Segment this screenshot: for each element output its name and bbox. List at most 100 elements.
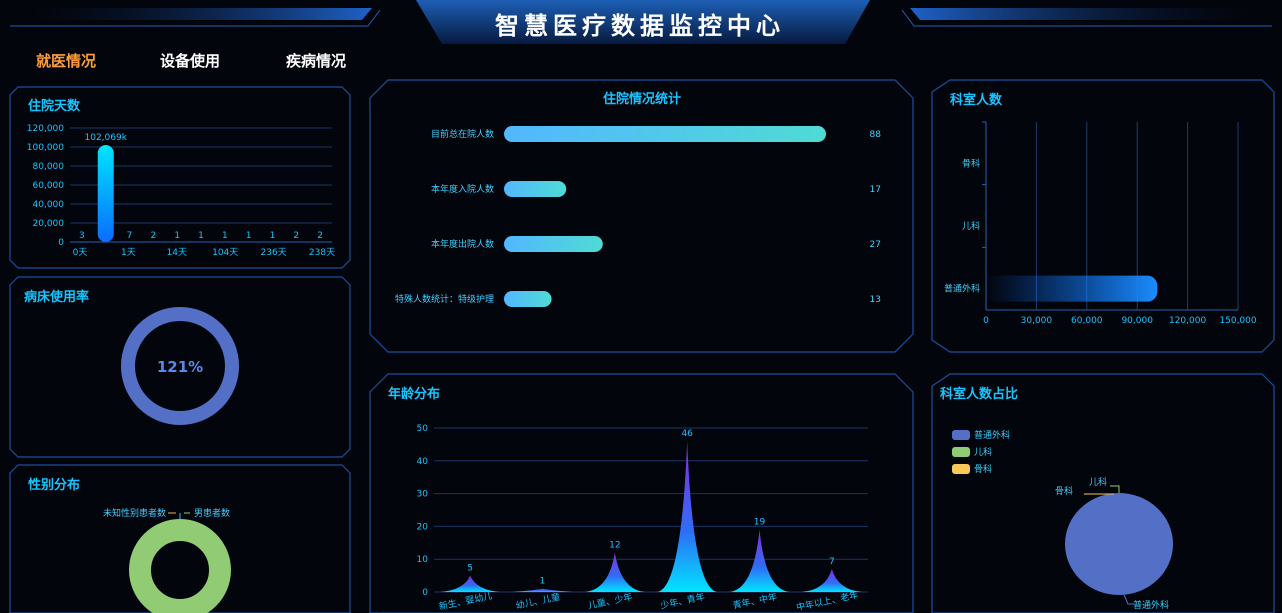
gender-ring bbox=[129, 519, 231, 613]
slice-label: 骨科 bbox=[1055, 485, 1073, 497]
x-tick-label: 30,000 bbox=[1021, 316, 1053, 326]
data-label: 7 bbox=[829, 557, 835, 567]
data-label: 1 bbox=[246, 231, 252, 241]
data-label: 46 bbox=[681, 429, 693, 439]
legend-swatch bbox=[952, 430, 970, 440]
panel-title-hospital-days: 住院天数 bbox=[28, 99, 81, 114]
slice-label: 儿科 bbox=[1089, 476, 1107, 488]
area-peak bbox=[656, 441, 718, 592]
bar bbox=[986, 275, 1158, 302]
panel-title-gender: 性别分布 bbox=[28, 478, 81, 493]
category-label: 本年度出院人数 bbox=[431, 238, 494, 250]
area-peak bbox=[439, 575, 501, 592]
data-label: 1 bbox=[222, 231, 228, 241]
x-tick-label: 14天 bbox=[167, 248, 187, 258]
bar bbox=[97, 145, 114, 242]
panel-title-age: 年龄分布 bbox=[388, 387, 441, 402]
y-tick-label: 100,000 bbox=[27, 143, 64, 153]
bar bbox=[504, 126, 826, 142]
area-peak bbox=[729, 529, 790, 592]
x-tick-label: 236天 bbox=[261, 248, 287, 258]
age-chart: 0 10 20 30 40 50 5 新生、婴幼儿 1 幼儿、儿童 12 儿童、少年 46 少年、青年 19… bbox=[417, 424, 868, 613]
legend-swatch bbox=[952, 447, 970, 457]
x-tick-label: 238天 bbox=[309, 248, 335, 258]
data-label: 2 bbox=[317, 231, 323, 241]
category-label: 普通外科 bbox=[944, 283, 980, 295]
y-tick-label: 0 bbox=[58, 238, 64, 248]
data-label: 3 bbox=[79, 231, 85, 241]
bar bbox=[504, 291, 552, 307]
category-label: 目前总在院人数 bbox=[431, 128, 494, 140]
hospital-days-chart: 0 20,000 40,000 60,000 80,000 100,000 120,000 3… bbox=[27, 124, 335, 258]
data-label: 2 bbox=[293, 231, 299, 241]
bar bbox=[504, 236, 603, 252]
x-tick-label: 儿童、少年 bbox=[587, 591, 634, 612]
panel-title-inpatient: 住院情况统计 bbox=[602, 92, 681, 107]
label-line bbox=[1123, 594, 1134, 605]
y-tick-label: 40,000 bbox=[33, 200, 65, 210]
header-decoration bbox=[10, 0, 1272, 44]
panel-title-dept-count: 科室人数 bbox=[950, 93, 1003, 108]
label-line bbox=[1110, 485, 1120, 493]
category-label: 骨科 bbox=[962, 157, 980, 169]
value-label: 88 bbox=[870, 130, 882, 140]
series-label: 未知性别患者数 bbox=[103, 507, 166, 519]
tab-devices[interactable]: 设备使用 bbox=[160, 52, 221, 70]
y-tick-label: 20 bbox=[417, 522, 429, 532]
data-label: 1 bbox=[198, 231, 204, 241]
y-tick-label: 20,000 bbox=[33, 219, 65, 229]
data-label: 1 bbox=[174, 231, 180, 241]
data-label: 7 bbox=[127, 231, 133, 241]
x-tick-label: 120,000 bbox=[1169, 316, 1206, 326]
usage-ring bbox=[121, 307, 239, 425]
x-tick-label: 90,000 bbox=[1121, 316, 1153, 326]
data-label: 1 bbox=[270, 231, 276, 241]
gender-chart: 未知性别患者数 男患者数 bbox=[103, 507, 231, 613]
x-tick-label: 60,000 bbox=[1071, 316, 1103, 326]
x-tick-label: 幼儿、儿童 bbox=[515, 591, 562, 612]
data-label: 102,069k bbox=[85, 133, 128, 143]
tab-visits[interactable]: 就医情况 bbox=[36, 52, 97, 70]
area-peak bbox=[801, 569, 863, 592]
y-tick-label: 60,000 bbox=[33, 181, 65, 191]
category-label: 特殊人数统计：特级护理 bbox=[395, 293, 494, 305]
legend-swatch bbox=[952, 464, 970, 474]
x-tick-label: 0 bbox=[983, 316, 989, 326]
data-label: 19 bbox=[754, 518, 766, 528]
tab-diseases[interactable]: 疾病情况 bbox=[286, 52, 347, 70]
area-peak bbox=[512, 588, 573, 592]
panel-title-dept-ratio: 科室人数占比 bbox=[940, 387, 1019, 402]
x-tick-label: 新生、婴幼儿 bbox=[438, 590, 493, 613]
panel-title-bed-usage: 病床使用率 bbox=[24, 290, 90, 305]
x-tick-label: 104天 bbox=[212, 248, 238, 258]
x-tick-label: 1天 bbox=[121, 248, 136, 258]
legend-label: 普通外科 bbox=[974, 429, 1010, 441]
data-label: 2 bbox=[150, 231, 156, 241]
slice-label: 普通外科 bbox=[1133, 599, 1169, 611]
y-tick-label: 30 bbox=[417, 490, 429, 500]
x-tick-label: 青年、中年 bbox=[732, 591, 779, 612]
data-label: 5 bbox=[467, 564, 473, 574]
x-tick-label: 少年、青年 bbox=[659, 591, 706, 612]
usage-value: 121% bbox=[157, 358, 203, 376]
y-tick-label: 10 bbox=[417, 555, 429, 565]
y-tick-label: 40 bbox=[417, 457, 429, 467]
x-tick-label: 0天 bbox=[73, 248, 88, 258]
data-label: 12 bbox=[609, 541, 620, 551]
dept-count-chart: 0 30,000 60,000 90,000 120,000 150,000 骨科儿科普通外… bbox=[944, 121, 1257, 326]
y-tick-label: 50 bbox=[417, 424, 429, 434]
category-label: 本年度入院人数 bbox=[431, 183, 494, 195]
data-label: 1 bbox=[540, 577, 546, 587]
series-label: 男患者数 bbox=[194, 507, 230, 519]
area-peak bbox=[584, 552, 646, 592]
value-label: 17 bbox=[870, 185, 881, 195]
page-title: 智慧医疗数据监控中心 bbox=[495, 12, 785, 40]
value-label: 27 bbox=[870, 240, 881, 250]
legend-label: 骨科 bbox=[974, 463, 992, 475]
category-label: 儿科 bbox=[962, 220, 980, 232]
bar bbox=[504, 181, 567, 197]
y-tick-label: 80,000 bbox=[33, 162, 65, 172]
bed-usage-chart: 121% bbox=[121, 307, 239, 425]
legend-label: 儿科 bbox=[974, 446, 992, 458]
